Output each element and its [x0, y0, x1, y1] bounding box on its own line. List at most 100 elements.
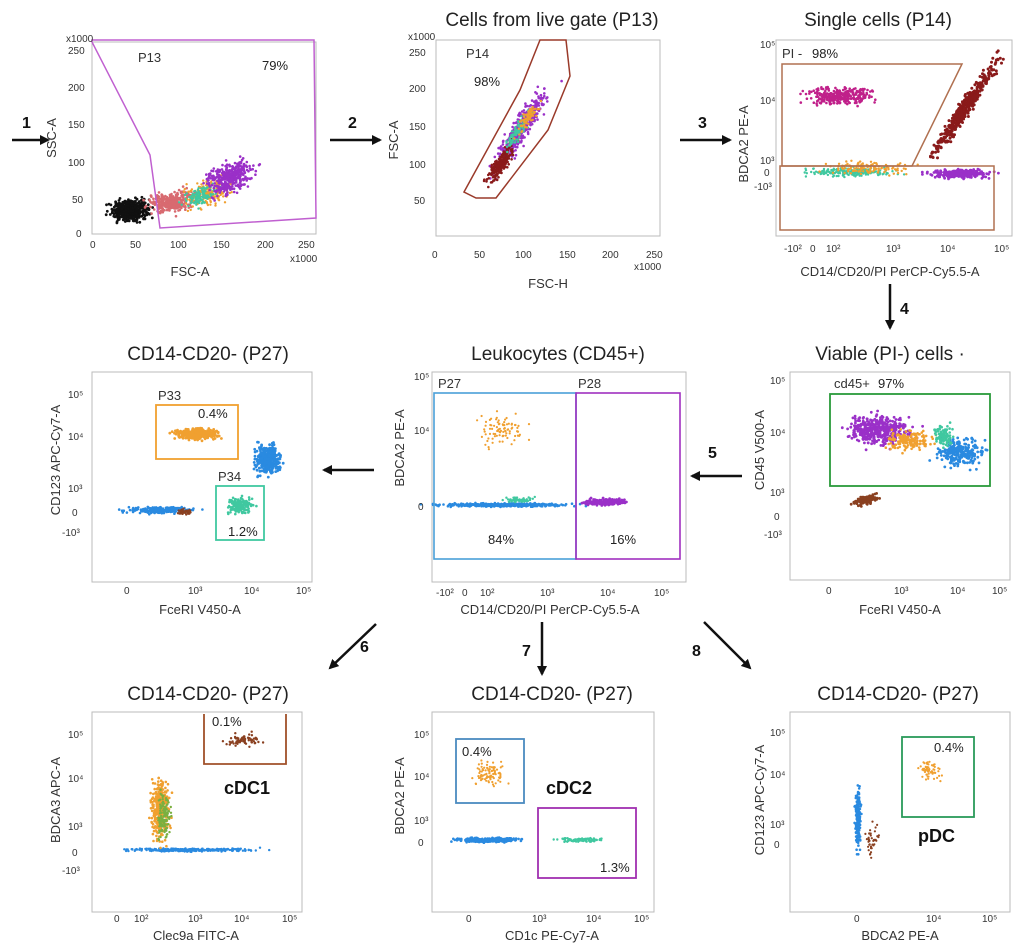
event-dot [864, 448, 868, 452]
event-dot [875, 492, 878, 495]
event-dot [875, 419, 879, 422]
event-dot [952, 175, 955, 179]
event-dot [908, 440, 912, 444]
event-dot [978, 75, 982, 78]
event-dot [886, 420, 890, 424]
event-dot [866, 441, 870, 445]
event-dot [883, 422, 887, 426]
event-dot [251, 167, 254, 171]
event-dot [205, 173, 208, 176]
event-dot [520, 124, 523, 127]
event-dot [526, 130, 530, 134]
event-dot [975, 446, 979, 450]
event-dot [188, 193, 191, 197]
event-dot [845, 160, 848, 163]
event-dot [517, 127, 521, 130]
event-dot [514, 149, 517, 152]
event-dot [501, 143, 505, 146]
event-dot [238, 174, 242, 178]
event-dot [503, 133, 507, 136]
event-dot [124, 217, 127, 221]
event-dot [837, 94, 841, 97]
event-dot [949, 451, 953, 454]
event-dot [883, 170, 886, 174]
event-dot [228, 164, 232, 168]
event-dot [232, 175, 235, 178]
panel-3: Single cells (P14) PI - 98% 10⁵ 10⁴ 10³ … [736, 10, 1013, 279]
event-dot [846, 162, 849, 166]
event-dot [223, 177, 226, 180]
event-dot [865, 502, 869, 506]
event-dot [869, 502, 872, 505]
event-dot [224, 164, 227, 168]
event-dot [951, 172, 955, 176]
event-dot [162, 208, 165, 211]
event-dot [208, 188, 211, 192]
event-dot [528, 127, 532, 131]
event-dot [913, 438, 917, 441]
event-dot [184, 208, 187, 211]
y-tick: 150 [68, 120, 85, 131]
event-dot [943, 132, 946, 136]
event-dot [975, 88, 979, 92]
event-dot [853, 167, 856, 170]
event-dot [971, 107, 975, 111]
event-dot [865, 430, 869, 434]
event-dot [911, 425, 914, 429]
event-dot [514, 130, 518, 133]
event-dot [217, 181, 221, 185]
event-dot [240, 167, 244, 170]
event-dot [223, 201, 227, 204]
event-dot [204, 187, 208, 190]
event-dot [147, 208, 151, 212]
event-dot [879, 444, 883, 447]
event-dot [136, 214, 140, 218]
event-dot [231, 170, 234, 174]
event-dot [892, 446, 896, 449]
event-dot [849, 172, 853, 175]
event-dot [841, 88, 845, 92]
event-dot [888, 174, 891, 177]
x-tick: 50 [474, 250, 486, 261]
event-dot [163, 201, 167, 205]
event-dot [937, 171, 941, 175]
x-multiplier: x1000 [290, 254, 318, 265]
event-dot [512, 121, 515, 125]
event-dot [507, 154, 511, 157]
event-dot [190, 194, 193, 198]
event-dot [184, 205, 187, 209]
event-dot [212, 186, 216, 190]
event-dot [213, 184, 216, 188]
event-dot [202, 179, 205, 182]
event-dot [931, 156, 935, 159]
y-tick: 10⁴ [770, 428, 785, 439]
event-dot [959, 168, 963, 172]
event-dot [957, 453, 960, 456]
event-dot [869, 433, 873, 436]
event-dot [511, 125, 514, 129]
event-dot [161, 199, 165, 202]
x-tick: 100 [515, 250, 532, 261]
event-dot [538, 107, 541, 111]
event-dot [163, 203, 167, 207]
event-dot [940, 458, 944, 461]
event-dot [936, 156, 939, 160]
event-dot [973, 443, 977, 447]
event-dot [242, 183, 245, 186]
event-dot [505, 141, 508, 145]
event-dot [880, 167, 883, 170]
event-dot [485, 180, 488, 183]
event-dot [209, 203, 212, 206]
event-dot [228, 191, 232, 195]
event-dot [971, 460, 974, 463]
event-dot [232, 190, 236, 194]
event-dot [231, 180, 234, 184]
event-dot [197, 187, 200, 190]
event-dot [876, 425, 880, 428]
event-dot [901, 434, 905, 438]
event-dot [197, 197, 200, 200]
y-tick: -10³ [754, 182, 772, 193]
event-dot [944, 443, 948, 447]
event-dot [217, 199, 221, 202]
event-dot [976, 455, 980, 459]
